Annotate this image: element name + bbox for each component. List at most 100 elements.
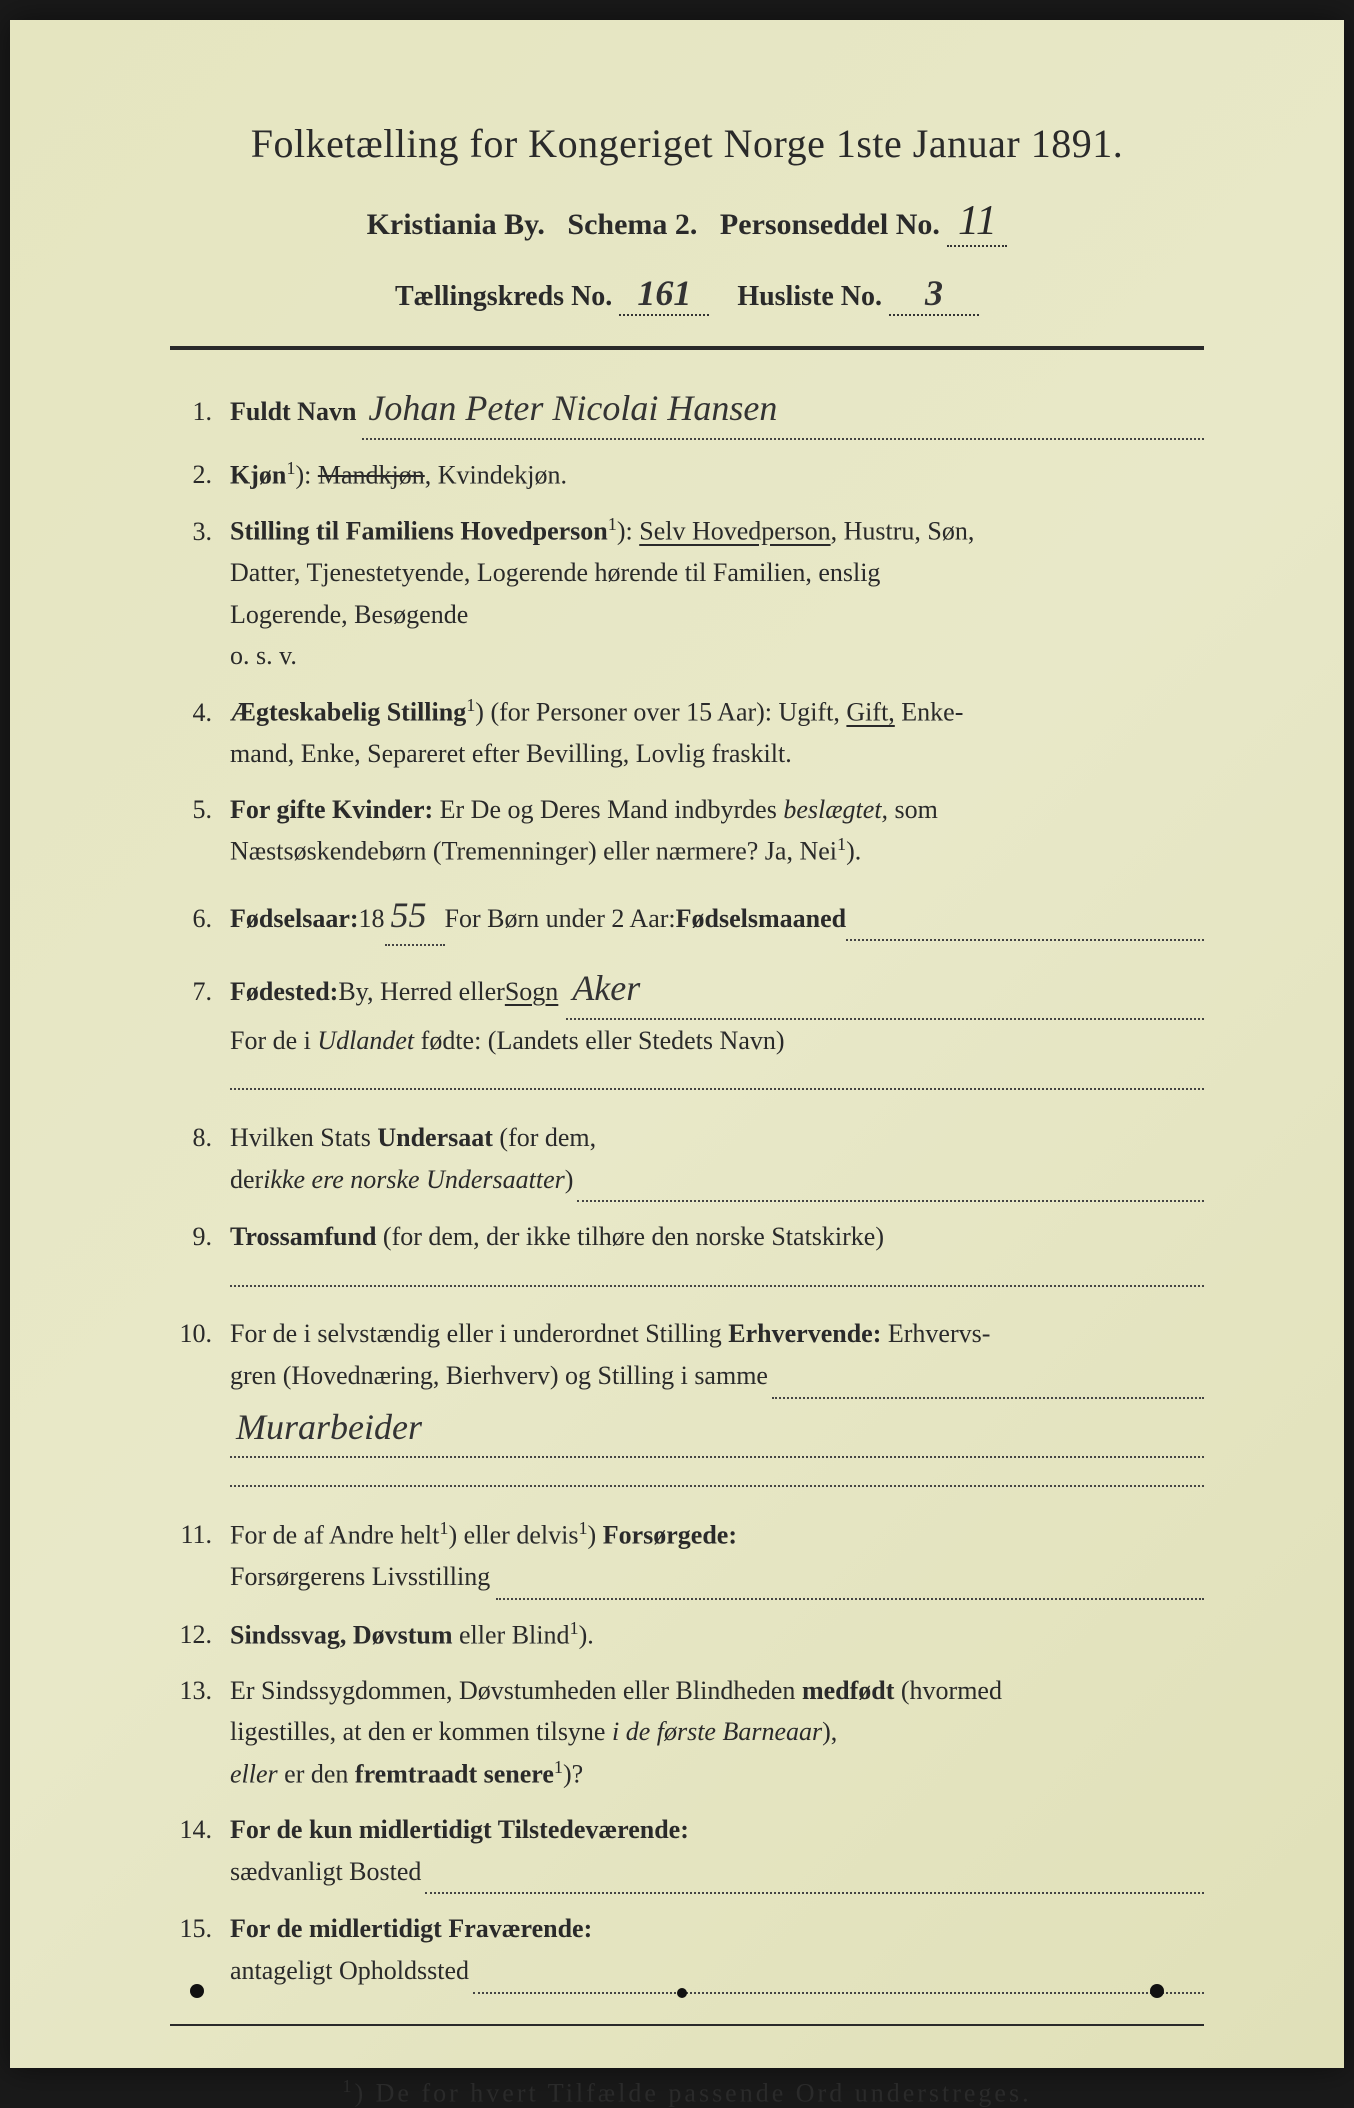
q13-l2b: ), xyxy=(822,1717,837,1746)
q4-paren: ) (for Personer over 15 Aar): Ugift, xyxy=(475,698,846,727)
q1-num: 1. xyxy=(170,391,230,433)
q11-t2: ) eller delvis xyxy=(448,1520,578,1549)
q11-s2: 1 xyxy=(578,1518,587,1538)
q10-line2: gren (Hovednæring, Bierhverv) og Stillin… xyxy=(230,1355,768,1397)
q15-num: 15. xyxy=(170,1908,230,1950)
q13-l3bold: fremtraadt senere xyxy=(355,1760,554,1789)
q5-num: 5. xyxy=(170,789,230,831)
q4-selected: Gift, xyxy=(846,698,894,727)
q13-b1: medfødt xyxy=(802,1676,894,1705)
kreds-label: Tællingskreds No. xyxy=(395,281,612,312)
q9-num: 9. xyxy=(170,1216,230,1258)
q11-num: 11. xyxy=(170,1514,230,1556)
q13-l2a: ligestilles, at den er kommen tilsyne xyxy=(230,1717,612,1746)
q9-row: 9. Trossamfund (for dem, der ikke tilhør… xyxy=(170,1216,1204,1299)
q4-sup: 1 xyxy=(466,695,475,715)
q13-num: 13. xyxy=(170,1670,230,1712)
q14-row: 14. For de kun midlertidigt Tilstedevære… xyxy=(170,1809,1204,1894)
q12-text: eller Blind xyxy=(453,1620,570,1649)
q13-l2em: i de første Barneaar xyxy=(612,1717,822,1746)
personseddel-label: Personseddel No. xyxy=(720,208,940,241)
q13-l3a: eller xyxy=(230,1760,278,1789)
q11-line2: Forsørgerens Livsstilling xyxy=(230,1556,490,1598)
q4-line2: mand, Enke, Separeret efter Bevilling, L… xyxy=(230,739,792,768)
q2-sup: 1 xyxy=(286,458,295,478)
q8-t2: (for dem, xyxy=(493,1123,596,1152)
q2-selected: Mandkjøn xyxy=(318,460,425,489)
q13-t1: Er Sindssygdommen, Døvstumheden eller Bl… xyxy=(230,1676,802,1705)
q12-label: Sindssvag, Døvstum xyxy=(230,1620,453,1649)
q10-row: 10. For de i selvstændig eller i underor… xyxy=(170,1313,1204,1499)
kreds-no: 161 xyxy=(631,273,697,313)
q7-row: 7. Fødested: By, Herred eller Sogn Aker … xyxy=(170,960,1204,1103)
divider-bottom xyxy=(170,2024,1204,2026)
footnote: 1) De for hvert Tilfælde passende Ord un… xyxy=(170,2076,1204,2108)
q10-t1: For de i selvstændig eller i underordnet… xyxy=(230,1319,728,1348)
punch-hole-left xyxy=(190,1984,204,1998)
footnote-text: ) De for hvert Tilfælde passende Ord und… xyxy=(354,2078,1031,2107)
q2-label: Kjøn xyxy=(230,460,286,489)
personseddel-no: 11 xyxy=(947,197,1007,247)
q8-num: 8. xyxy=(170,1117,230,1159)
q15-line2: antageligt Opholdssted xyxy=(230,1950,469,1992)
q6-num: 6. xyxy=(170,898,230,940)
q14-num: 14. xyxy=(170,1809,230,1851)
q10-t2: Erhvervs- xyxy=(881,1319,990,1348)
q9-label: Trossamfund xyxy=(230,1222,376,1251)
q3-line3: Logerende, Besøgende xyxy=(230,600,468,629)
q13-l3b: er den xyxy=(278,1760,355,1789)
city: Kristiania By. xyxy=(367,208,545,241)
q11-t1: For de af Andre helt xyxy=(230,1520,439,1549)
q3-rest1: , Hustru, Søn, xyxy=(831,517,975,546)
subtitle-line-2: Tællingskreds No. 161 Husliste No. 3 xyxy=(170,272,1204,316)
q10-value: Murarbeider xyxy=(230,1407,428,1447)
q13-l3c: )? xyxy=(563,1760,583,1789)
q7-l2b: fødte: (Landets eller Stedets Navn) xyxy=(414,1026,784,1055)
q4-label: Ægteskabelig Stilling xyxy=(230,698,466,727)
schema: Schema 2. xyxy=(567,208,697,241)
q1-label: Fuldt Navn xyxy=(230,391,356,433)
q4-rest: Enke- xyxy=(895,698,964,727)
q10-blank2 xyxy=(230,1461,1204,1487)
q6-label2: Fødselsmaaned xyxy=(676,898,846,940)
punch-hole-center xyxy=(677,1988,687,1998)
q15-blank xyxy=(473,1950,1204,1994)
q3-label: Stilling til Familiens Hovedperson xyxy=(230,517,608,546)
q6-year: 55 xyxy=(385,887,445,947)
q5-line2: Næstsøskendebørn (Tremenninger) eller næ… xyxy=(230,837,837,866)
q10-label: Erhvervende: xyxy=(728,1319,881,1348)
q11-row: 11. For de af Andre helt1) eller delvis1… xyxy=(170,1514,1204,1600)
q5-em: beslægtet, xyxy=(783,795,888,824)
q7-value: Aker xyxy=(566,968,646,1008)
q8-blank xyxy=(577,1159,1204,1203)
q12-row: 12. Sindssvag, Døvstum eller Blind1). xyxy=(170,1614,1204,1656)
q7-num: 7. xyxy=(170,971,230,1013)
q4-num: 4. xyxy=(170,692,230,734)
footnote-sup: 1 xyxy=(342,2076,354,2096)
q3-row: 3. Stilling til Familiens Hovedperson1):… xyxy=(170,510,1204,677)
q13-sup: 1 xyxy=(554,1757,563,1777)
q9-text: (for dem, der ikke tilhøre den norske St… xyxy=(376,1222,884,1251)
q15-label: For de midlertidigt Fraværende: xyxy=(230,1914,592,1943)
q7-l2em: Udlandet xyxy=(317,1026,414,1055)
q9-blank xyxy=(230,1261,1204,1287)
q2-num: 2. xyxy=(170,454,230,496)
q4-row: 4. Ægteskabelig Stilling1) (for Personer… xyxy=(170,691,1204,775)
q6-row: 6. Fødselsaar: 1855 For Børn under 2 Aar… xyxy=(170,887,1204,947)
q5-row: 5. For gifte Kvinder: Er De og Deres Man… xyxy=(170,789,1204,873)
q5-sup: 1 xyxy=(837,834,846,854)
q3-selected: Selv Hovedperson xyxy=(639,517,830,546)
q7-text: By, Herred eller xyxy=(338,971,505,1013)
q8-label: Undersaat xyxy=(377,1123,493,1152)
q3-sup: 1 xyxy=(608,514,617,534)
q14-line2: sædvanligt Bosted xyxy=(230,1851,421,1893)
q7-l2a: For de i xyxy=(230,1026,317,1055)
q5-label: For gifte Kvinder: xyxy=(230,795,433,824)
q3-line4: o. s. v. xyxy=(230,641,297,670)
husliste-label: Husliste No. xyxy=(737,281,882,312)
census-form-page: Folketælling for Kongeriget Norge 1ste J… xyxy=(10,20,1344,2068)
q7-blank xyxy=(230,1064,1204,1090)
q8-l2em: ikke ere norske Undersaatter xyxy=(263,1159,565,1201)
q11-label: Forsørgede: xyxy=(603,1520,737,1549)
q6-label: Fødselsaar: xyxy=(230,898,359,940)
